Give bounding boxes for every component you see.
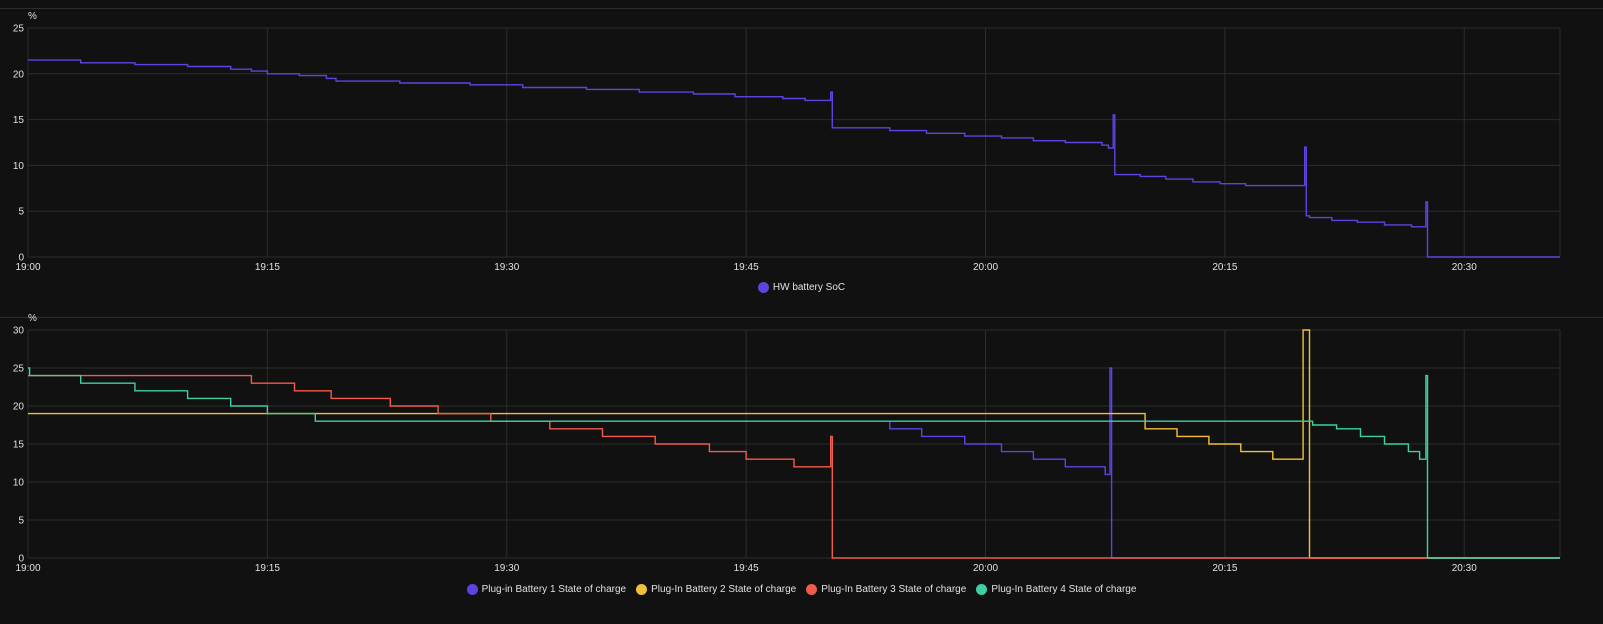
x-tick-label: 19:45 bbox=[734, 262, 759, 273]
x-tick-label: 20:30 bbox=[1452, 563, 1477, 574]
x-tick-label: 19:00 bbox=[15, 563, 40, 574]
legend-dot-icon bbox=[636, 584, 648, 595]
series-line-3[interactable] bbox=[28, 374, 1560, 559]
y-tick-label: 20 bbox=[13, 402, 25, 413]
x-tick-label: 20:00 bbox=[973, 563, 998, 574]
plugin-batteries-chart[interactable]: % 0 5 10 15 20 25 30 19:00 19:15 19:30 19:45 20:00 20… bbox=[0, 312, 1603, 580]
y-unit-label: % bbox=[28, 11, 37, 22]
legend-label: Plug-In Battery 3 State of charge bbox=[821, 584, 967, 595]
legend-dot-icon bbox=[466, 584, 478, 595]
legend-item-2[interactable]: Plug-In Battery 2 State of charge bbox=[636, 584, 796, 595]
x-tick-label: 19:00 bbox=[15, 262, 40, 273]
y-tick-label: 15 bbox=[13, 440, 25, 451]
series-line-1[interactable] bbox=[889, 367, 1560, 559]
x-tick-label: 19:15 bbox=[255, 563, 280, 574]
x-tick-label: 20:15 bbox=[1212, 563, 1237, 574]
y-tick-label: 5 bbox=[18, 207, 24, 218]
legend-dot-icon bbox=[976, 584, 988, 595]
x-tick-label: 20:00 bbox=[973, 262, 998, 273]
plugin-batteries-legend: Plug-in Battery 1 State of charge Plug-In… bbox=[0, 584, 1603, 595]
y-tick-label: 30 bbox=[13, 326, 25, 337]
y-tick-label: 5 bbox=[18, 516, 24, 527]
legend-item-3[interactable]: Plug-In Battery 3 State of charge bbox=[806, 584, 966, 595]
legend-item-4[interactable]: Plug-In Battery 4 State of charge bbox=[976, 584, 1136, 595]
x-tick-label: 19:30 bbox=[494, 563, 519, 574]
x-tick-label: 19:30 bbox=[494, 262, 519, 273]
hw-battery-legend: HW battery SoC bbox=[0, 282, 1603, 293]
y-tick-label: 25 bbox=[13, 364, 25, 375]
chart-divider bbox=[0, 317, 1603, 318]
legend-item-1[interactable]: HW battery SoC bbox=[757, 282, 846, 293]
y-tick-label: 20 bbox=[13, 69, 25, 80]
x-tick-label: 20:30 bbox=[1452, 262, 1477, 273]
series-line-2[interactable] bbox=[28, 329, 1560, 559]
legend-item-1[interactable]: Plug-in Battery 1 State of charge bbox=[466, 584, 627, 595]
y-tick-label: 10 bbox=[13, 478, 25, 489]
y-tick-label: 25 bbox=[13, 24, 25, 35]
legend-label: Plug-In Battery 2 State of charge bbox=[651, 584, 797, 595]
x-tick-label: 20:15 bbox=[1212, 262, 1237, 273]
y-tick-label: 0 bbox=[18, 253, 24, 264]
y-tick-label: 15 bbox=[13, 115, 25, 126]
x-tick-label: 19:15 bbox=[255, 262, 280, 273]
legend-dot-icon bbox=[757, 282, 769, 293]
series-line-4[interactable] bbox=[28, 367, 1560, 559]
legend-dot-icon bbox=[806, 584, 818, 595]
top-border bbox=[0, 8, 1603, 9]
y-tick-label: 0 bbox=[18, 554, 24, 565]
legend-label: Plug-in Battery 1 State of charge bbox=[481, 584, 627, 595]
series-line-1[interactable] bbox=[28, 59, 1560, 258]
hw-battery-chart[interactable]: % 0 5 10 15 20 25 19:00 19:15 19:30 19:45 20:00 20:1… bbox=[0, 8, 1603, 280]
legend-label: Plug-In Battery 4 State of charge bbox=[991, 584, 1137, 595]
legend-label: HW battery SoC bbox=[772, 282, 846, 293]
x-tick-label: 19:45 bbox=[734, 563, 759, 574]
y-tick-label: 10 bbox=[13, 161, 25, 172]
y-unit-label: % bbox=[28, 313, 37, 324]
